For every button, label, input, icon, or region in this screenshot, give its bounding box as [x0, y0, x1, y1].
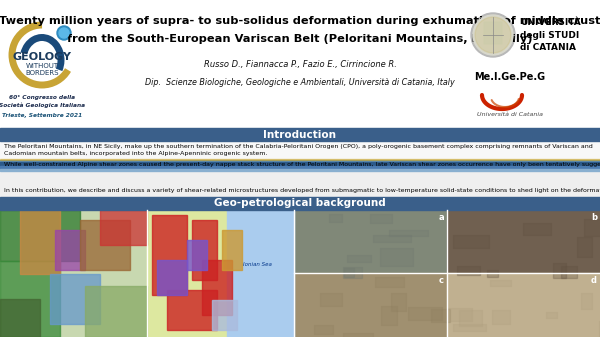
- Bar: [0, 128, 600, 171]
- Bar: [0, 210, 80, 261]
- Bar: [0, 160, 600, 162]
- Bar: [0, 210, 147, 337]
- Bar: [447, 210, 600, 273]
- Bar: [20, 210, 60, 274]
- Bar: [157, 260, 187, 295]
- Bar: [569, 258, 589, 273]
- Text: BORDERS: BORDERS: [25, 70, 59, 76]
- Circle shape: [471, 13, 515, 57]
- Bar: [320, 213, 331, 220]
- Bar: [0, 169, 600, 171]
- Bar: [539, 281, 560, 297]
- Bar: [392, 306, 430, 315]
- Text: a: a: [439, 213, 444, 222]
- Bar: [308, 309, 340, 319]
- Bar: [433, 303, 449, 321]
- Bar: [0, 162, 600, 166]
- Bar: [0, 0, 600, 160]
- Bar: [0, 197, 600, 210]
- Bar: [300, 320, 332, 337]
- Bar: [427, 274, 465, 288]
- Bar: [575, 333, 600, 337]
- Text: Introduction: Introduction: [263, 129, 337, 140]
- Text: Ionian Sea: Ionian Sea: [242, 263, 271, 268]
- Bar: [222, 230, 242, 270]
- Text: In this contribution, we describe and discuss a variety of shear-related microst: In this contribution, we describe and di…: [4, 188, 600, 193]
- Text: c: c: [439, 276, 444, 285]
- Bar: [549, 281, 587, 299]
- Bar: [192, 220, 217, 280]
- Bar: [402, 258, 425, 275]
- Circle shape: [475, 17, 511, 53]
- Text: from the South-European Variscan Belt (Peloritani Mountains, NE Sicily): from the South-European Variscan Belt (P…: [67, 34, 533, 44]
- Bar: [100, 210, 147, 245]
- Text: d: d: [591, 276, 597, 285]
- Bar: [85, 286, 147, 337]
- Bar: [347, 297, 377, 307]
- Bar: [342, 284, 372, 297]
- Bar: [583, 325, 593, 337]
- Bar: [202, 260, 232, 315]
- Text: WITHOUT: WITHOUT: [25, 63, 59, 69]
- Bar: [0, 299, 40, 337]
- Bar: [587, 241, 600, 247]
- Bar: [0, 159, 600, 160]
- Bar: [535, 212, 572, 231]
- Bar: [0, 128, 600, 141]
- Text: Dip.  Scienze Biologiche, Geologiche e Ambientali, Università di Catania, Italy: Dip. Scienze Biologiche, Geologiche e Am…: [145, 78, 455, 87]
- Bar: [50, 274, 100, 324]
- Bar: [447, 273, 600, 337]
- Bar: [147, 210, 294, 337]
- Bar: [80, 220, 130, 270]
- Circle shape: [57, 26, 71, 40]
- Text: Trieste, Settembre 2021: Trieste, Settembre 2021: [2, 113, 82, 118]
- Text: GEOLOGY: GEOLOGY: [13, 52, 71, 62]
- Text: The Peloritani Mountains, in NE Sicily, make up the southern termination of the : The Peloritani Mountains, in NE Sicily, …: [4, 144, 593, 156]
- Bar: [570, 260, 589, 276]
- Bar: [385, 246, 407, 261]
- Bar: [0, 160, 600, 337]
- Text: Geo-petrological background: Geo-petrological background: [214, 198, 386, 209]
- Bar: [413, 282, 437, 298]
- Bar: [187, 240, 207, 270]
- Bar: [297, 223, 317, 242]
- Text: Me.I.Ge.Pe.G: Me.I.Ge.Pe.G: [475, 72, 545, 82]
- Text: Russo D., Fiannacca P., Fazio E., Cirrincione R.: Russo D., Fiannacca P., Fazio E., Cirrin…: [203, 60, 397, 69]
- Bar: [167, 290, 217, 330]
- Text: Twenty million years of supra- to sub-solidus deformation during exhumation of m: Twenty million years of supra- to sub-so…: [0, 16, 600, 26]
- Bar: [492, 302, 515, 316]
- Bar: [0, 166, 600, 169]
- Bar: [55, 230, 85, 270]
- Bar: [461, 216, 493, 231]
- Bar: [294, 273, 447, 337]
- Bar: [212, 300, 237, 330]
- Bar: [399, 243, 425, 254]
- Bar: [532, 329, 556, 337]
- Bar: [294, 210, 447, 273]
- Text: Università di Catania: Università di Catania: [477, 112, 543, 117]
- Circle shape: [473, 15, 513, 55]
- Bar: [521, 228, 558, 246]
- FancyBboxPatch shape: [484, 22, 502, 44]
- Bar: [0, 261, 60, 337]
- Bar: [590, 233, 600, 239]
- Bar: [475, 274, 509, 285]
- Bar: [320, 217, 335, 224]
- Text: b: b: [591, 213, 597, 222]
- Bar: [147, 210, 294, 337]
- Bar: [592, 229, 600, 240]
- Circle shape: [59, 28, 69, 38]
- Bar: [387, 218, 398, 229]
- Bar: [362, 249, 377, 268]
- Bar: [227, 210, 294, 337]
- Text: While well-constrained Alpine shear zones caused the present-day nappe stack str: While well-constrained Alpine shear zone…: [4, 162, 600, 167]
- Bar: [152, 215, 187, 295]
- Text: 60° Congresso della
Società Geologica Italiana: 60° Congresso della Società Geologica It…: [0, 95, 85, 108]
- Text: UNIVERSITÀ
degli STUDI
di CATANIA: UNIVERSITÀ degli STUDI di CATANIA: [520, 18, 581, 52]
